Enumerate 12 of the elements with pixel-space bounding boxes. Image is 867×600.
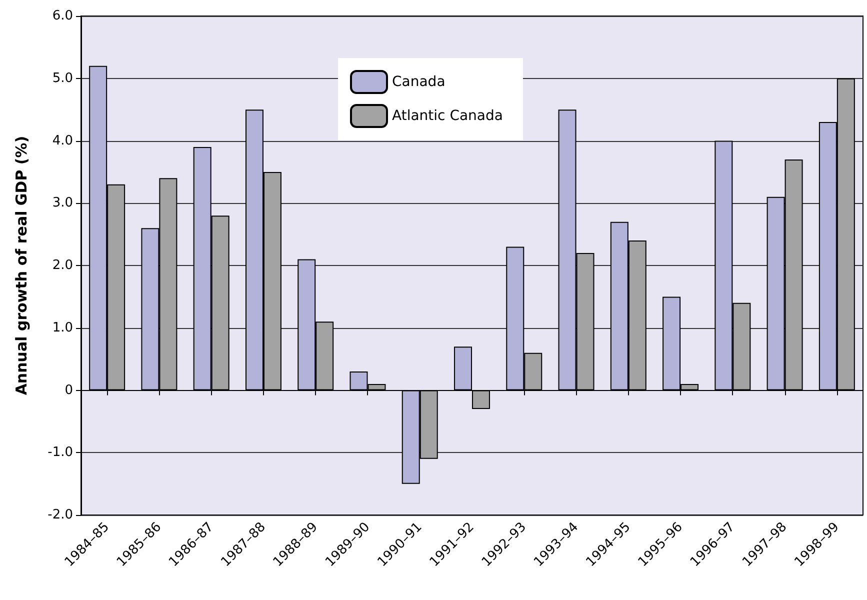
y-tick-label: -2.0 (48, 508, 73, 522)
legend-label: Canada (392, 74, 446, 90)
y-tick-label: 4.0 (52, 133, 73, 148)
y-tick-label: 6.0 (52, 8, 73, 24)
legend-label: Atlantic Canada (392, 108, 503, 124)
y-axis-title: Annual growth of real GDP (%) (12, 136, 30, 396)
y-tick-label: 3.0 (52, 196, 73, 211)
y-tick-label: 1.0 (52, 320, 73, 336)
y-tick-label: 2.0 (52, 258, 73, 273)
y-tick-label: 5.0 (52, 70, 73, 86)
y-tick-label: 0 (64, 382, 73, 398)
y-tick-label: -1.0 (48, 445, 73, 460)
